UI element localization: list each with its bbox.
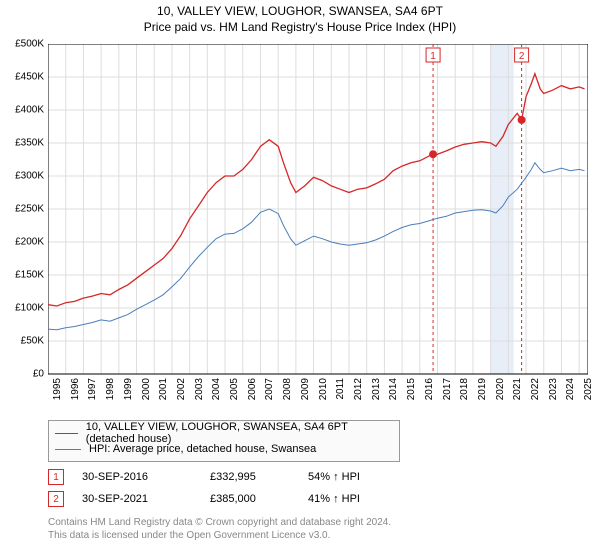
- y-axis-tick-label: £300K: [2, 171, 44, 182]
- x-axis-tick-label: 2017: [442, 378, 453, 418]
- x-axis-tick-label: 2014: [388, 378, 399, 418]
- x-axis-tick-label: 2021: [512, 378, 523, 418]
- x-axis-tick-label: 2019: [477, 378, 488, 418]
- y-axis-tick-label: £100K: [2, 303, 44, 314]
- chart-titles: 10, VALLEY VIEW, LOUGHOR, SWANSEA, SA4 6…: [0, 0, 600, 34]
- chart-subtitle: Price paid vs. HM Land Registry's House …: [0, 20, 600, 34]
- svg-text:2: 2: [519, 51, 525, 62]
- legend-swatch-hpi: [55, 449, 81, 450]
- x-axis-tick-label: 2022: [530, 378, 541, 418]
- footer-line-2: This data is licensed under the Open Gov…: [48, 529, 588, 542]
- legend-row: 10, VALLEY VIEW, LOUGHOR, SWANSEA, SA4 6…: [55, 425, 393, 441]
- chart-svg: 12: [48, 44, 588, 396]
- chart-legend: 10, VALLEY VIEW, LOUGHOR, SWANSEA, SA4 6…: [48, 420, 588, 462]
- chart-title: 10, VALLEY VIEW, LOUGHOR, SWANSEA, SA4 6…: [0, 4, 600, 18]
- x-axis-tick-label: 2000: [141, 378, 152, 418]
- y-axis-tick-label: £400K: [2, 105, 44, 116]
- x-axis-tick-label: 2011: [335, 378, 346, 418]
- x-axis-tick-label: 2023: [548, 378, 559, 418]
- sale-marker-2-pct: 41% ↑ HPI: [308, 493, 418, 505]
- table-row: 2 30-SEP-2021 £385,000 41% ↑ HPI: [48, 488, 588, 510]
- sale-marker-1-badge: 1: [48, 469, 64, 485]
- y-axis-tick-label: £450K: [2, 72, 44, 83]
- x-axis-tick-label: 2005: [229, 378, 240, 418]
- sale-marker-1-pct: 54% ↑ HPI: [308, 471, 418, 483]
- y-axis-tick-label: £0: [2, 369, 44, 380]
- x-axis-tick-label: 2006: [247, 378, 258, 418]
- x-axis-tick-label: 2010: [318, 378, 329, 418]
- sale-marker-2-price: £385,000: [210, 493, 290, 505]
- x-axis-tick-label: 2025: [583, 378, 594, 418]
- x-axis-tick-label: 2009: [300, 378, 311, 418]
- y-axis-tick-label: £500K: [2, 39, 44, 50]
- x-axis-tick-label: 2016: [424, 378, 435, 418]
- y-axis-tick-label: £150K: [2, 270, 44, 281]
- y-axis-tick-label: £200K: [2, 237, 44, 248]
- x-axis-tick-label: 2004: [211, 378, 222, 418]
- x-axis-tick-label: 2008: [282, 378, 293, 418]
- x-axis-tick-label: 2002: [176, 378, 187, 418]
- x-axis-tick-label: 2015: [406, 378, 417, 418]
- sale-marker-2-badge: 2: [48, 491, 64, 507]
- table-row: 1 30-SEP-2016 £332,995 54% ↑ HPI: [48, 466, 588, 488]
- svg-text:1: 1: [430, 51, 436, 62]
- sale-marker-table: 1 30-SEP-2016 £332,995 54% ↑ HPI 2 30-SE…: [48, 466, 588, 510]
- x-axis-tick-label: 1995: [52, 378, 63, 418]
- x-axis-tick-label: 2018: [459, 378, 470, 418]
- y-axis-tick-label: £250K: [2, 204, 44, 215]
- x-axis-tick-label: 1999: [123, 378, 134, 418]
- x-axis-tick-label: 1997: [87, 378, 98, 418]
- x-axis-tick-label: 2020: [495, 378, 506, 418]
- legend-box: 10, VALLEY VIEW, LOUGHOR, SWANSEA, SA4 6…: [48, 420, 400, 462]
- y-axis-tick-label: £50K: [2, 336, 44, 347]
- x-axis-tick-label: 2001: [158, 378, 169, 418]
- legend-swatch-property: [55, 433, 78, 434]
- legend-label-hpi: HPI: Average price, detached house, Swan…: [89, 443, 316, 455]
- chart-footer: Contains HM Land Registry data © Crown c…: [48, 516, 588, 542]
- chart-plot-area: 12: [48, 44, 588, 396]
- footer-line-1: Contains HM Land Registry data © Crown c…: [48, 516, 588, 529]
- legend-label-property: 10, VALLEY VIEW, LOUGHOR, SWANSEA, SA4 6…: [86, 421, 393, 445]
- x-axis-tick-label: 2013: [371, 378, 382, 418]
- x-axis-tick-label: 2003: [194, 378, 205, 418]
- sale-marker-1-price: £332,995: [210, 471, 290, 483]
- x-axis-tick-label: 2024: [565, 378, 576, 418]
- x-axis-tick-label: 2007: [264, 378, 275, 418]
- x-axis-tick-label: 1998: [105, 378, 116, 418]
- y-axis-tick-label: £350K: [2, 138, 44, 149]
- x-axis-tick-label: 1996: [70, 378, 81, 418]
- x-axis-tick-label: 2012: [353, 378, 364, 418]
- sale-marker-2-date: 30-SEP-2021: [82, 493, 192, 505]
- sale-marker-1-date: 30-SEP-2016: [82, 471, 192, 483]
